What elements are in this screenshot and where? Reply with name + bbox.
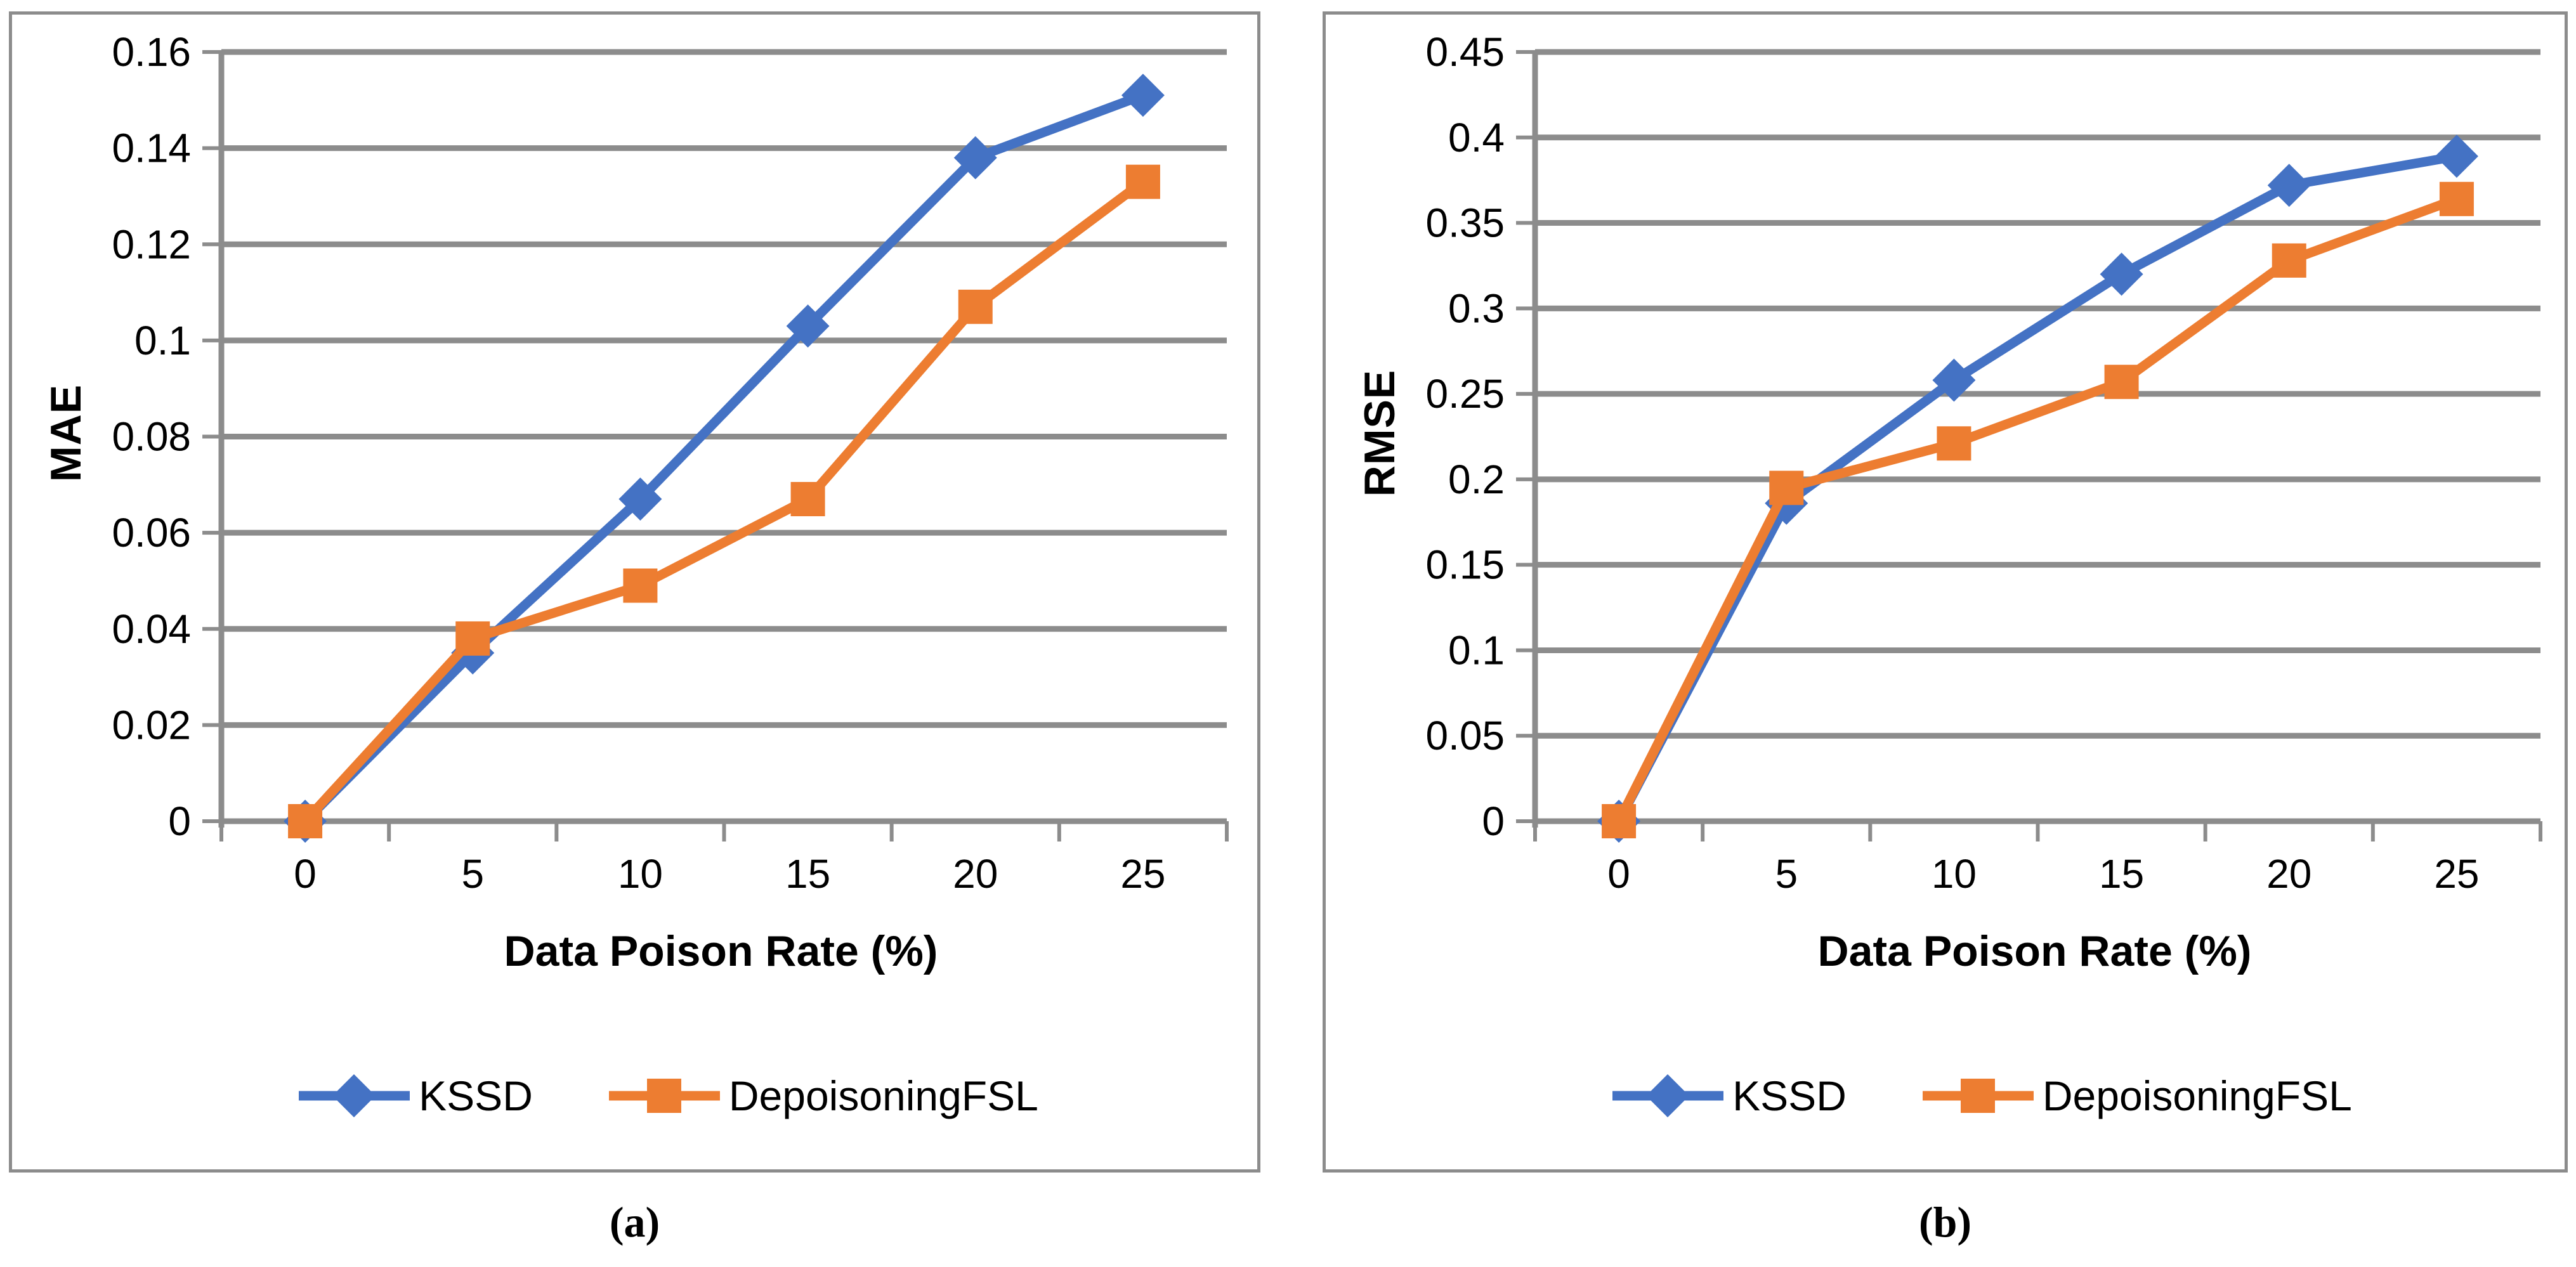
legend-label: DepoisoningFSL [2042, 1072, 2352, 1119]
plot-area-rmse: 0 0.05 0.1 0.15 0.2 0.25 0.3 0.35 0.4 0.45 0 5 10 15 2… [1425, 29, 2542, 897]
legend-item-DepoisoningFSL: DepoisoningFSL [608, 1072, 1038, 1120]
data-point-KSSD [786, 304, 830, 348]
legend-a: KSSD DepoisoningFSL [114, 1064, 1224, 1127]
data-point-DepoisoningFSL [958, 289, 993, 324]
series-line-KSSD [1614, 152, 2458, 824]
y-tick-label: 0.14 [112, 126, 191, 171]
legend-item-DepoisoningFSL: DepoisoningFSL [1922, 1072, 2352, 1120]
legend-b: KSSD DepoisoningFSL [1427, 1064, 2537, 1127]
x-axis-title-b: Data Poison Rate (%) [1817, 927, 2252, 975]
y-tick-label: 0.12 [112, 221, 191, 267]
x-tick-label: 25 [1120, 851, 1165, 897]
data-point-DepoisoningFSL [1125, 164, 1160, 199]
y-tick-label: 0.04 [112, 606, 191, 652]
y-tick-label: 0.1 [134, 318, 191, 363]
y-tick-label: 0.3 [1448, 285, 1505, 331]
legend-label: KSSD [1732, 1072, 1847, 1119]
legend-label: KSSD [419, 1072, 533, 1119]
data-point-KSSD [1121, 74, 1165, 117]
y-tick-label: 0.02 [112, 702, 191, 748]
legend-marker [1960, 1079, 1995, 1113]
data-point-DepoisoningFSL [455, 621, 490, 656]
legend-label: DepoisoningFSL [728, 1072, 1038, 1119]
y-tick-label: 0 [168, 798, 191, 844]
y-tick-label: 0.45 [1425, 29, 1505, 75]
y-tick-label: 0.4 [1448, 115, 1505, 160]
data-point-DepoisoningFSL [2104, 365, 2139, 400]
y-tick-label: 0 [1482, 798, 1505, 844]
series-line-DepoisoningFSL [1614, 194, 2459, 824]
legend-marker-diamond-icon [299, 1074, 410, 1117]
y-axis-title-rmse: RMSE [1356, 369, 1404, 497]
legend-marker-square-icon [1922, 1079, 2034, 1113]
legend-marker [332, 1074, 376, 1117]
panel-caption-a: (a) [609, 1198, 660, 1246]
y-tick-label: 0.05 [1425, 713, 1505, 758]
x-tick-label: 5 [1775, 851, 1798, 897]
data-point-KSSD [2100, 252, 2143, 296]
x-tick-label: 10 [618, 851, 663, 897]
legend-marker-square-icon [608, 1079, 720, 1113]
series-line-KSSD [301, 91, 1145, 825]
x-tick-label: 10 [1932, 851, 1977, 897]
chart-panel-b: 0 0.05 0.1 0.15 0.2 0.25 0.3 0.35 0.4 0.45 0 5 10 15 2… [1323, 11, 2568, 1173]
data-point-KSSD [618, 478, 662, 521]
data-point-DepoisoningFSL [288, 804, 323, 838]
y-tick-label: 0.08 [112, 414, 191, 460]
x-tick-label: 20 [953, 851, 998, 897]
x-tick-label: 0 [1607, 851, 1630, 897]
x-axis-title-a: Data Poison Rate (%) [504, 927, 938, 975]
data-point-DepoisoningFSL [1937, 426, 1971, 461]
legend-marker-diamond-icon [1612, 1074, 1724, 1117]
legend-item-KSSD: KSSD [1612, 1072, 1847, 1120]
y-axis-title-mae: MAE [42, 384, 90, 483]
legend-marker [646, 1079, 681, 1113]
y-tick-label: 0.1 [1448, 627, 1505, 673]
data-point-KSSD [953, 136, 997, 179]
x-tick-label: 25 [2434, 851, 2479, 897]
data-point-KSSD [2267, 164, 2311, 207]
y-tick-label: 0.2 [1448, 457, 1505, 502]
x-tick-label: 0 [294, 851, 317, 897]
panel-caption-b: (b) [1918, 1198, 1972, 1246]
x-tick-label: 20 [2266, 851, 2311, 897]
data-point-DepoisoningFSL [790, 482, 825, 517]
data-point-KSSD [2435, 134, 2478, 178]
y-tick-label: 0.06 [112, 510, 191, 556]
data-point-KSSD [1932, 358, 1976, 402]
data-point-DepoisoningFSL [623, 568, 658, 603]
legend-marker [1646, 1074, 1690, 1117]
x-tick-label: 15 [2099, 851, 2144, 897]
series-line-DepoisoningFSL [301, 178, 1146, 825]
data-point-DepoisoningFSL [2272, 243, 2306, 278]
plot-area-mae: 0 0.02 0.04 0.06 0.08 0.1 0.12 0.14 0.16 0 5 10 15 20… [112, 29, 1229, 897]
legend-item-KSSD: KSSD [299, 1072, 533, 1120]
data-point-DepoisoningFSL [1602, 804, 1637, 838]
y-tick-label: 0.15 [1425, 542, 1505, 588]
data-point-DepoisoningFSL [1769, 471, 1804, 505]
y-tick-label: 0.25 [1425, 371, 1505, 417]
y-tick-label: 0.16 [112, 29, 191, 75]
x-tick-label: 15 [785, 851, 830, 897]
x-tick-label: 5 [461, 851, 484, 897]
data-point-DepoisoningFSL [2439, 181, 2474, 216]
chart-panel-a: 0 0.02 0.04 0.06 0.08 0.1 0.12 0.14 0.16 0 5 10 15 20… [9, 11, 1260, 1173]
y-tick-label: 0.35 [1425, 200, 1505, 246]
